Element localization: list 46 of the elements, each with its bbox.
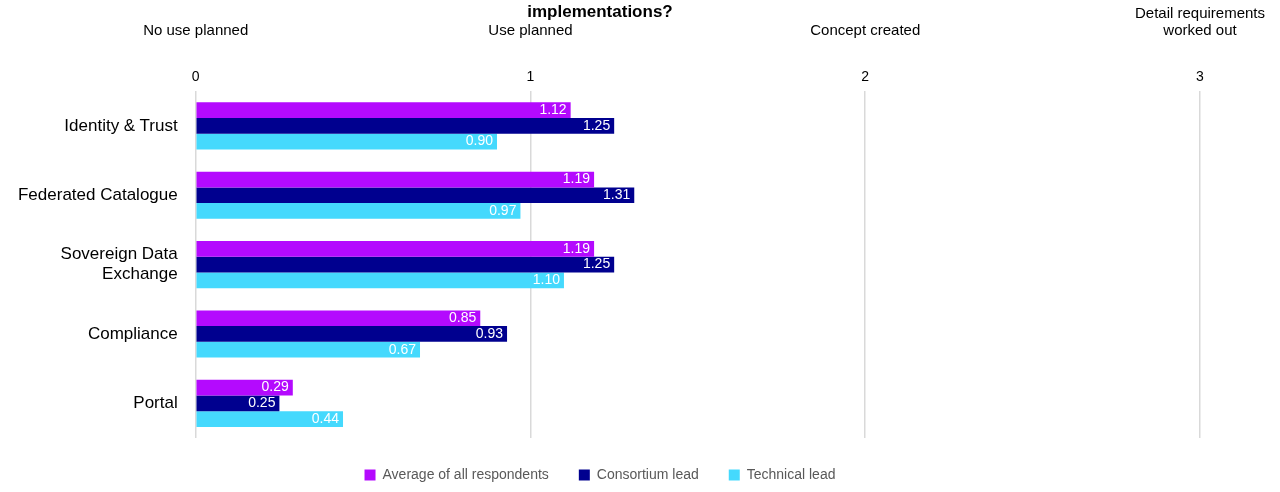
data-label: 1.10 <box>532 271 561 288</box>
bar <box>196 310 481 327</box>
data-label: 0.93 <box>475 324 504 341</box>
data-label: 0.97 <box>489 201 517 218</box>
bar <box>196 187 635 204</box>
data-label: 1.31 <box>603 186 631 203</box>
bar <box>196 171 595 188</box>
data-label: 0.29 <box>261 378 290 395</box>
x-tick-label: 2 <box>861 67 870 84</box>
y-tick-label: Federated Catalogue <box>17 184 178 204</box>
data-label: 1.19 <box>562 170 591 187</box>
data-label: 0.25 <box>248 394 276 411</box>
y-tick-label: Compliance <box>87 323 178 343</box>
data-label: 1.19 <box>562 239 591 256</box>
y-tick-label: Sovereign Data Exchange <box>60 244 179 284</box>
text: Concept created <box>810 21 921 39</box>
data-label: 0.90 <box>465 132 494 149</box>
bar <box>196 411 344 427</box>
data-label: 0.44 <box>311 409 340 426</box>
legend-label: Technical lead <box>746 465 836 482</box>
bar <box>196 102 571 119</box>
bar <box>196 326 508 342</box>
y-tick-label: Identity & Trust <box>64 115 178 135</box>
text: Detail requirements worked out <box>1134 4 1266 39</box>
bar <box>196 118 615 134</box>
y-tick-label: Portal <box>133 393 178 413</box>
data-label: 1.25 <box>582 116 611 133</box>
data-label: 0.85 <box>449 309 477 326</box>
text: Use planned <box>488 21 573 39</box>
data-label: 1.25 <box>582 255 611 272</box>
data-label: 1.12 <box>539 101 567 118</box>
bar <box>196 395 280 412</box>
data-label: 0.67 <box>388 340 417 357</box>
bar <box>196 341 421 358</box>
bar <box>196 241 595 257</box>
text: No use planned <box>143 21 249 39</box>
x-tick-label: 1 <box>526 67 535 84</box>
legend-label: Average of all respondents <box>382 465 549 482</box>
bar <box>196 203 521 219</box>
legend-label: Consortium lead <box>596 465 699 482</box>
x-tick-label: 0 <box>191 67 200 84</box>
chart-title: implementations? <box>527 1 673 21</box>
bar <box>196 256 615 273</box>
bar <box>196 272 564 289</box>
bar <box>196 133 498 150</box>
x-tick-label: 3 <box>1196 67 1205 84</box>
